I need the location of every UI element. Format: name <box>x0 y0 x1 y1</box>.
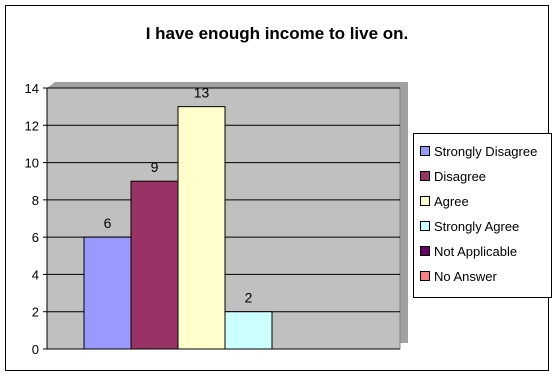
legend-swatch <box>420 271 430 281</box>
legend-swatch <box>420 196 430 206</box>
legend-swatch <box>420 221 430 231</box>
data-label-0: 6 <box>104 215 112 231</box>
legend-item: No Answer <box>420 267 497 285</box>
legend-item: Disagree <box>420 167 486 185</box>
y-tick-label: 12 <box>25 118 39 133</box>
legend-item: Agree <box>420 192 469 210</box>
data-label-1: 9 <box>151 159 159 175</box>
legend-label: Strongly Disagree <box>434 143 538 159</box>
legend-label: Agree <box>434 193 469 209</box>
legend-swatch <box>420 171 430 181</box>
data-label-2: 13 <box>194 85 210 101</box>
data-label-3: 2 <box>245 290 253 306</box>
legend-label: Disagree <box>434 168 487 184</box>
bar-2 <box>177 106 226 350</box>
legend-label: Strongly Agree <box>434 218 520 234</box>
y-tick-label: 10 <box>25 156 39 171</box>
legend-label: Not Applicable <box>434 243 518 259</box>
y-tick-label: 6 <box>32 230 39 245</box>
legend-label: No Answer <box>434 268 497 284</box>
bar-1 <box>130 180 179 350</box>
y-tick-label: 14 <box>25 81 39 96</box>
legend-item: Not Applicable <box>420 242 517 260</box>
chart-title: I have enough income to live on. <box>145 24 409 43</box>
y-tick-label: 4 <box>32 267 39 282</box>
bar-0 <box>83 236 132 350</box>
legend-item: Strongly Agree <box>420 217 519 235</box>
legend-item: Strongly Disagree <box>420 142 537 160</box>
legend-swatch <box>420 146 430 156</box>
y-tick-label: 2 <box>32 305 39 320</box>
bar-3 <box>224 311 273 350</box>
chart-legend: Strongly Disagree Disagree Agree Strongly A… <box>413 133 552 298</box>
y-tick-label: 0 <box>32 342 39 357</box>
y-tick-label: 8 <box>32 193 39 208</box>
legend-swatch <box>420 246 430 256</box>
